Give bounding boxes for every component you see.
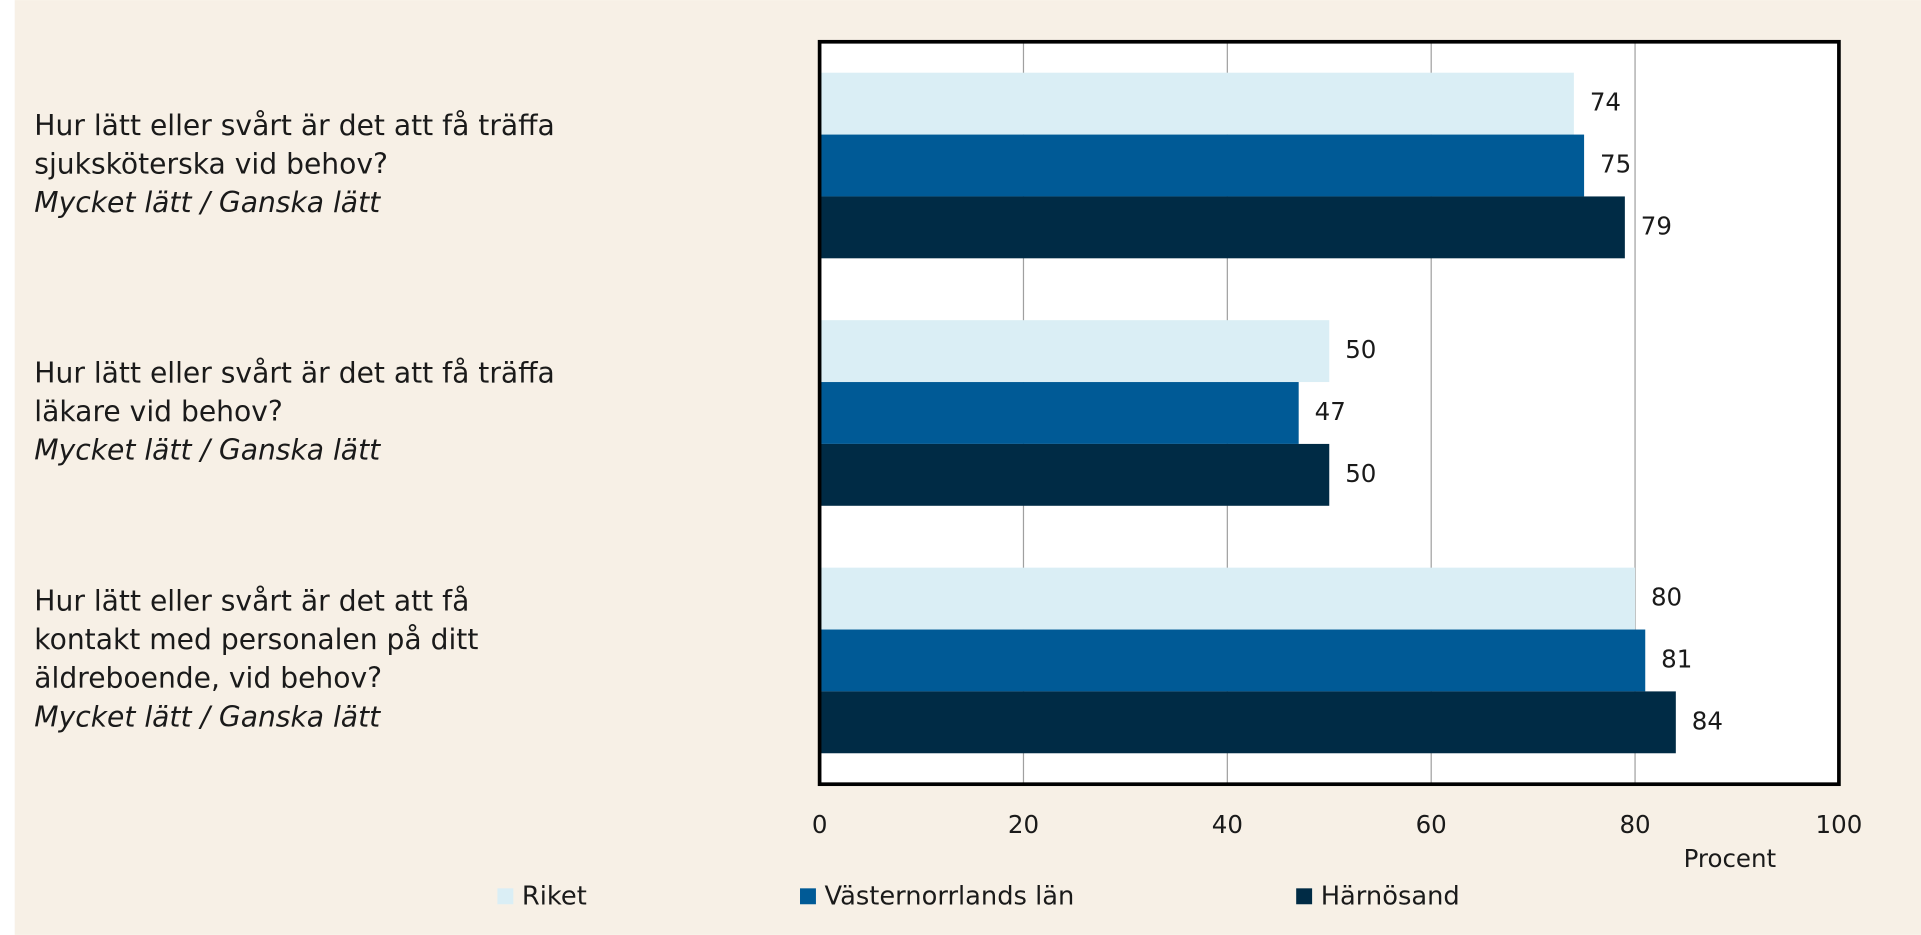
legend-swatch [497,888,514,905]
data-label: 81 [1661,644,1692,673]
category-label: kontakt med personalen på ditt [34,623,478,656]
bars [819,72,1676,754]
x-tick-label: 100 [1816,810,1863,839]
x-tick-label: 80 [1619,810,1650,839]
category-label: Mycket lätt / Ganska lätt [34,434,381,467]
plot-border [817,39,1841,787]
bar [819,72,1574,135]
x-tick-label: 60 [1416,810,1447,839]
bar [819,134,1585,197]
category-label: Hur lätt eller svårt är det att få träff… [34,356,555,389]
x-axis-label: Procent [1684,844,1777,873]
data-label: 80 [1651,583,1682,612]
bar [819,443,1330,506]
x-tick-label: 0 [812,810,828,839]
data-label: 84 [1692,706,1723,735]
data-label: 75 [1600,150,1631,179]
category-label: äldreboende, vid behov? [34,662,382,695]
data-label: 79 [1641,211,1672,240]
legend-swatch [800,888,816,905]
legend-label: Härnösand [1321,881,1460,911]
category-label: Hur lätt eller svårt är det att få träff… [34,109,555,142]
category-label: sjuksköterska vid behov? [34,148,388,181]
category-label: Hur lätt eller svårt är det att få [34,585,469,618]
bar [819,382,1299,444]
bar [819,691,1676,754]
category-label: läkare vid behov? [34,395,283,428]
data-label: 50 [1345,335,1376,364]
bar [819,567,1636,630]
bar [819,196,1625,259]
bar [819,629,1646,692]
bar [819,320,1330,383]
x-tick-label: 20 [1008,810,1039,839]
legend-label: Riket [522,881,587,911]
category-label: Mycket lätt / Ganska lätt [34,700,381,733]
legend-swatch [1296,888,1313,905]
legend-label: Västernorrlands län [825,881,1075,911]
category-label: Mycket lätt / Ganska lätt [34,186,381,219]
data-label: 47 [1315,397,1346,426]
x-tick-label: 40 [1212,810,1243,839]
data-label: 74 [1590,88,1621,117]
data-label: 50 [1345,459,1376,488]
